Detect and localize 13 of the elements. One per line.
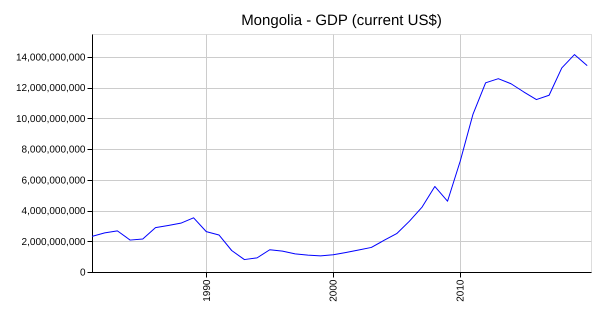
y-tick-label: 6,000,000,000 bbox=[22, 175, 86, 186]
x-tick-label: 2010 bbox=[456, 279, 467, 302]
y-tick-label: 2,000,000,000 bbox=[22, 236, 86, 248]
y-tick-label: 10,000,000,000 bbox=[16, 114, 86, 125]
chart-title: Mongolia - GDP (current US$) bbox=[241, 12, 442, 29]
y-tick-label: 4,000,000,000 bbox=[22, 206, 86, 218]
y-tick-label: 8,000,000,000 bbox=[22, 144, 86, 156]
y-tick-label: 12,000,000,000 bbox=[16, 83, 86, 94]
x-tick-label: 2000 bbox=[328, 279, 340, 302]
y-tick-label: 14,000,000,000 bbox=[16, 52, 86, 64]
x-tick-label: 1990 bbox=[202, 279, 213, 302]
y-tick-label: 0 bbox=[80, 268, 86, 278]
line-series bbox=[92, 54, 588, 260]
